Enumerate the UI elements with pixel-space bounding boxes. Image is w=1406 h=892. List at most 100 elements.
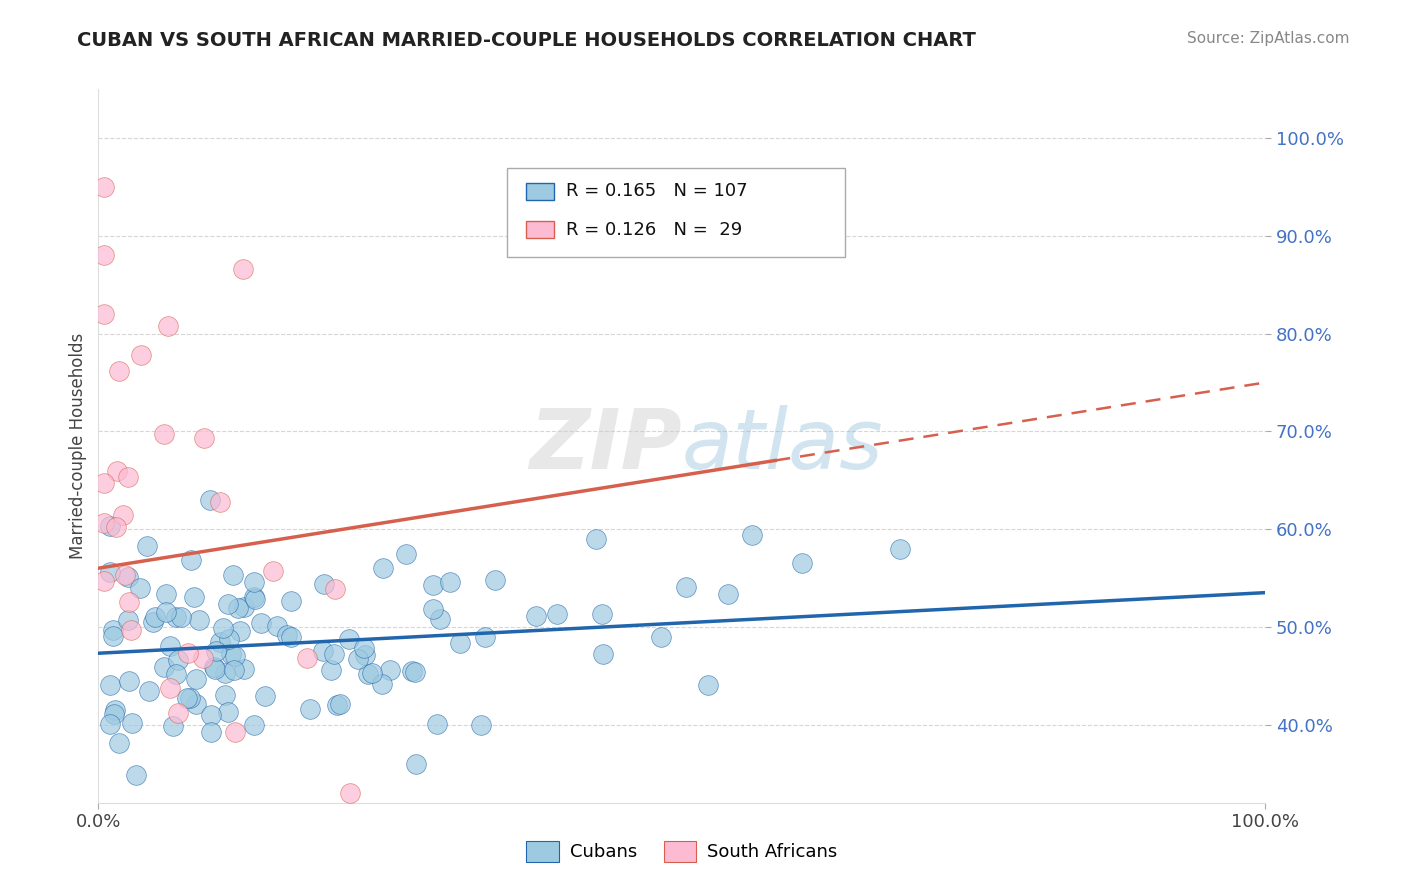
Point — [323, 648, 346, 662]
Point — [422, 577, 444, 591]
Text: atlas: atlas — [682, 406, 883, 486]
Point — [326, 698, 349, 712]
Point — [156, 319, 179, 334]
Point — [229, 624, 252, 639]
Point — [103, 706, 125, 721]
Point — [166, 653, 188, 667]
Point — [212, 621, 235, 635]
Point — [98, 519, 121, 533]
Point — [155, 605, 177, 619]
Point — [93, 516, 115, 530]
Point — [117, 470, 139, 484]
Point — [208, 635, 231, 649]
Point — [153, 659, 176, 673]
Point — [314, 576, 336, 591]
Point — [193, 431, 215, 445]
Point — [108, 364, 131, 378]
Point — [347, 651, 370, 665]
Y-axis label: Married-couple Households: Married-couple Households — [69, 333, 87, 559]
Point — [167, 706, 190, 721]
Point — [337, 632, 360, 646]
Point — [104, 520, 127, 534]
Point — [188, 613, 211, 627]
Point — [312, 643, 335, 657]
Point — [470, 718, 492, 732]
Point — [378, 663, 401, 677]
Point — [125, 768, 148, 782]
Point — [204, 644, 226, 658]
Point — [159, 639, 181, 653]
Point — [426, 716, 449, 731]
Point — [371, 677, 394, 691]
Point — [474, 630, 496, 644]
Point — [449, 635, 471, 649]
Point — [262, 564, 284, 578]
Point — [107, 736, 129, 750]
Point — [93, 475, 115, 490]
Point — [217, 597, 239, 611]
Point — [243, 590, 266, 604]
Point — [266, 619, 288, 633]
Point — [93, 248, 115, 262]
Point — [323, 582, 346, 596]
Point — [242, 575, 264, 590]
Text: Source: ZipAtlas.com: Source: ZipAtlas.com — [1187, 31, 1350, 46]
Point — [186, 697, 208, 711]
Point — [184, 673, 207, 687]
Point — [361, 666, 384, 681]
Point — [280, 594, 302, 608]
Point — [202, 660, 225, 674]
Point — [280, 630, 302, 644]
Point — [354, 648, 377, 663]
Point — [93, 307, 115, 321]
Point — [224, 648, 246, 663]
Point — [138, 683, 160, 698]
Point — [170, 610, 193, 624]
Point — [243, 717, 266, 731]
Point — [93, 180, 115, 194]
Point — [120, 623, 142, 637]
Point — [162, 719, 184, 733]
Point — [404, 665, 426, 680]
Point — [121, 715, 143, 730]
Point — [101, 623, 124, 637]
Point — [250, 615, 273, 630]
Point — [353, 640, 375, 655]
Point — [98, 565, 121, 579]
Point — [357, 666, 380, 681]
Point — [717, 587, 740, 601]
Point — [592, 647, 614, 661]
Point — [219, 647, 242, 661]
Point — [439, 575, 461, 590]
Point — [339, 786, 361, 800]
Point — [176, 690, 198, 705]
Point — [142, 615, 165, 630]
Point — [209, 495, 232, 509]
Point — [129, 581, 152, 595]
Point — [159, 681, 181, 695]
Point — [675, 581, 697, 595]
Point — [191, 651, 214, 665]
Point — [200, 724, 222, 739]
Point — [153, 426, 176, 441]
Point — [224, 724, 246, 739]
Point — [217, 705, 239, 719]
Point — [183, 590, 205, 604]
Point — [129, 348, 152, 362]
Point — [155, 587, 177, 601]
Point — [165, 666, 187, 681]
Point — [222, 568, 245, 582]
FancyBboxPatch shape — [526, 183, 554, 200]
Point — [218, 632, 240, 647]
Point — [98, 678, 121, 692]
Point — [792, 556, 814, 570]
Text: R = 0.126   N =  29: R = 0.126 N = 29 — [567, 221, 742, 239]
Point — [118, 594, 141, 608]
FancyBboxPatch shape — [526, 221, 554, 238]
Point — [177, 647, 200, 661]
Point — [696, 678, 718, 692]
Point — [117, 613, 139, 627]
Point — [222, 663, 245, 677]
Text: CUBAN VS SOUTH AFRICAN MARRIED-COUPLE HOUSEHOLDS CORRELATION CHART: CUBAN VS SOUTH AFRICAN MARRIED-COUPLE HO… — [77, 31, 976, 50]
Legend: Cubans, South Africans: Cubans, South Africans — [526, 841, 838, 862]
